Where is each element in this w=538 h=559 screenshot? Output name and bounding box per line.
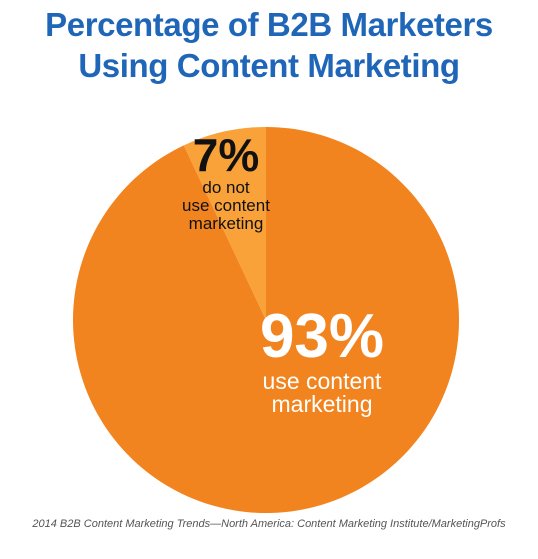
slice-value-label-93: 93% [260, 302, 384, 371]
slice-text-label-7-line-2: use content [182, 196, 270, 215]
slice-value-label-7: 7% [193, 129, 259, 181]
pie-slice-93 [72, 127, 459, 513]
source-note: 2014 B2B Content Marketing Trends—North … [32, 518, 506, 530]
slice-text-label-7-line-1: do not [202, 178, 250, 197]
slice-text-label-7-line-3: marketing [189, 214, 264, 233]
chart-title: Percentage of B2B Marketers Using Conten… [0, 4, 538, 86]
chart-title-line-1: Percentage of B2B Marketers [45, 6, 493, 43]
slice-text-label-93-line-1: use content [263, 368, 383, 394]
chart-title-line-2: Using Content Marketing [78, 47, 460, 84]
slice-text-label-93-line-2: marketing [272, 391, 373, 417]
pie-slice-7 [183, 127, 266, 320]
